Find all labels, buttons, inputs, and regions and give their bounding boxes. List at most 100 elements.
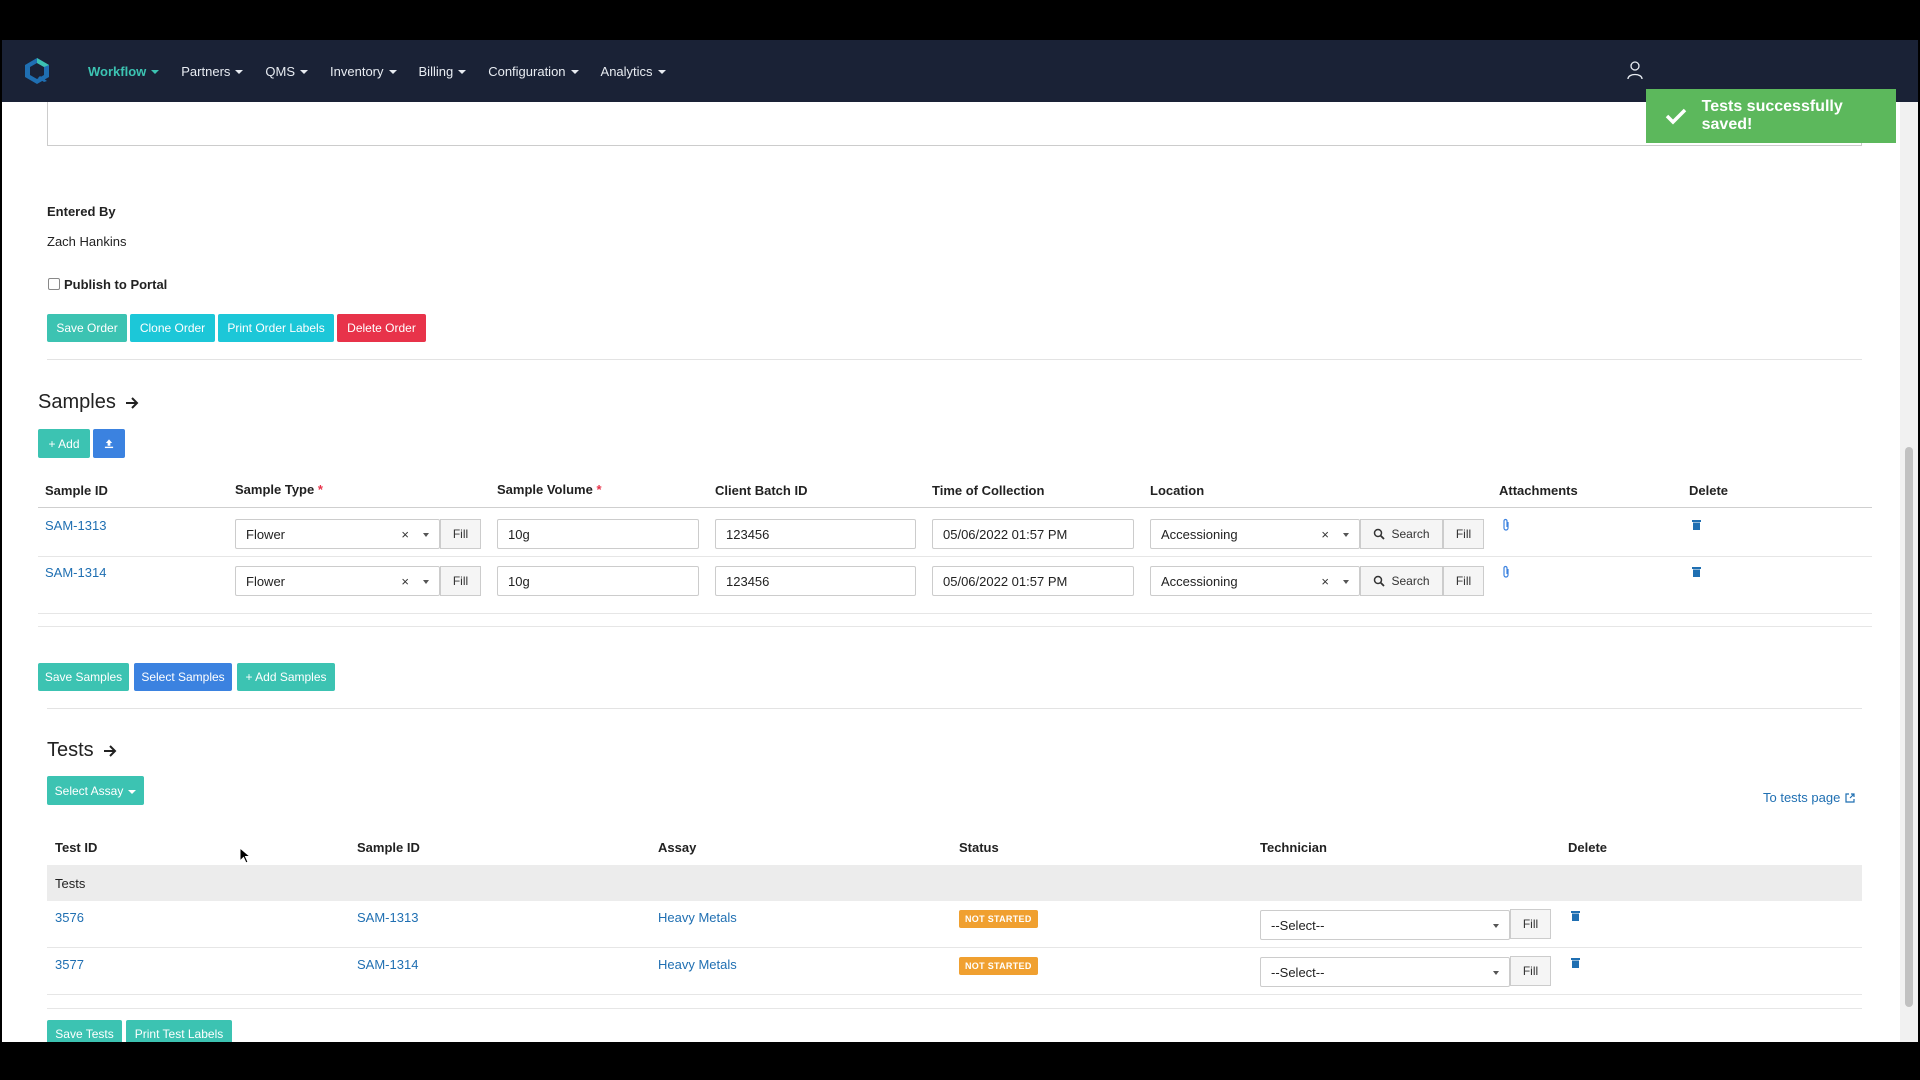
time-of-collection-input[interactable]: 05/06/2022 01:57 PM xyxy=(932,566,1134,596)
sample-type-select[interactable]: Flower × xyxy=(235,519,440,549)
nav-menu: Workflow Partners QMS Inventory Billing … xyxy=(88,40,666,102)
sample-volume-input[interactable]: 10g xyxy=(497,566,699,596)
location-search-button[interactable]: Search xyxy=(1360,566,1443,596)
nav-item-configuration[interactable]: Configuration xyxy=(488,64,579,79)
col-sample-type: Sample Type * xyxy=(235,482,323,497)
assay-link[interactable]: Heavy Metals xyxy=(658,910,737,925)
trash-icon[interactable] xyxy=(1692,567,1701,577)
technician-select[interactable]: --Select-- xyxy=(1260,910,1510,940)
save-order-button[interactable]: Save Order xyxy=(47,314,127,342)
entered-by-label: Entered By xyxy=(47,204,116,219)
clone-order-button[interactable]: Clone Order xyxy=(130,314,215,342)
col-sample-volume: Sample Volume * xyxy=(497,482,602,497)
samples-section-title[interactable]: Samples xyxy=(38,391,140,414)
fill-button[interactable]: Fill xyxy=(1443,566,1484,596)
caret-down-icon xyxy=(657,70,666,74)
tests-section-title[interactable]: Tests xyxy=(47,739,118,762)
fill-button[interactable]: Fill xyxy=(1510,956,1551,986)
select-assay-dropdown[interactable]: Select Assay xyxy=(47,776,144,805)
test-id-link[interactable]: 3577 xyxy=(55,957,84,972)
tests-group-row: Tests xyxy=(47,865,1862,901)
user-icon[interactable] xyxy=(1626,60,1644,80)
nav-label: Workflow xyxy=(88,63,147,79)
paperclip-icon[interactable] xyxy=(1502,565,1510,578)
success-toast[interactable]: Tests successfully saved! xyxy=(1646,89,1896,143)
required-mark: * xyxy=(317,482,323,497)
nav-label: QMS xyxy=(265,63,296,79)
arrow-right-icon xyxy=(125,396,139,409)
app-logo-icon[interactable] xyxy=(22,56,52,86)
nav-item-inventory[interactable]: Inventory xyxy=(330,64,397,79)
select-value: Accessioning xyxy=(1161,573,1238,589)
technician-select[interactable]: --Select-- xyxy=(1260,957,1510,987)
nav-item-qms[interactable]: QMS xyxy=(265,63,309,79)
sample-id-link[interactable]: SAM-1314 xyxy=(357,957,419,972)
sample-id-link[interactable]: SAM-1314 xyxy=(45,565,107,580)
publish-to-portal-checkbox[interactable] xyxy=(48,278,60,290)
select-value: Flower xyxy=(246,573,286,589)
caret-down-icon xyxy=(151,70,160,74)
location-select[interactable]: Accessioning × xyxy=(1150,566,1360,596)
row-line xyxy=(38,556,1872,557)
fill-button[interactable]: Fill xyxy=(440,519,481,549)
print-test-labels-button[interactable]: Print Test Labels xyxy=(126,1020,232,1042)
delete-order-button[interactable]: Delete Order xyxy=(337,314,426,342)
upload-button[interactable] xyxy=(93,429,125,458)
dropdown-arrow-icon xyxy=(423,533,429,537)
col-label: Sample Volume xyxy=(497,482,593,497)
to-tests-page-link[interactable]: To tests page xyxy=(1763,790,1855,805)
divider xyxy=(47,708,1862,709)
location-search-button[interactable]: Search xyxy=(1360,519,1443,549)
sample-type-select[interactable]: Flower × xyxy=(235,566,440,596)
notes-textarea[interactable] xyxy=(47,102,1862,146)
publish-to-portal-label: Publish to Portal xyxy=(64,277,168,292)
trash-icon[interactable] xyxy=(1571,958,1580,968)
nav-item-analytics[interactable]: Analytics xyxy=(601,64,666,79)
fill-button[interactable]: Fill xyxy=(440,566,481,596)
assay-link[interactable]: Heavy Metals xyxy=(658,957,737,972)
select-samples-button[interactable]: Select Samples xyxy=(134,663,232,691)
time-of-collection-input[interactable]: 05/06/2022 01:57 PM xyxy=(932,519,1134,549)
search-label: Search xyxy=(1391,574,1430,588)
clear-icon[interactable]: × xyxy=(1321,527,1329,542)
arrow-right-icon xyxy=(103,744,117,757)
vertical-scrollbar[interactable] xyxy=(1900,102,1918,1042)
nav-item-billing[interactable]: Billing xyxy=(419,64,467,79)
test-id-link[interactable]: 3576 xyxy=(55,910,84,925)
print-order-labels-button[interactable]: Print Order Labels xyxy=(218,314,334,342)
sample-id-link[interactable]: SAM-1313 xyxy=(357,910,419,925)
clear-icon[interactable]: × xyxy=(1321,574,1329,589)
col-delete: Delete xyxy=(1689,483,1729,498)
header-line xyxy=(38,507,1872,508)
save-tests-button[interactable]: Save Tests xyxy=(47,1020,122,1042)
trash-icon[interactable] xyxy=(1692,520,1701,530)
fill-button[interactable]: Fill xyxy=(1443,519,1484,549)
entered-by-value: Zach Hankins xyxy=(47,234,127,249)
client-batch-id-input[interactable]: 123456 xyxy=(715,519,916,549)
check-icon xyxy=(1656,96,1696,136)
add-sample-button[interactable]: + Add xyxy=(38,429,90,458)
sample-volume-input[interactable]: 10g xyxy=(497,519,699,549)
fill-button[interactable]: Fill xyxy=(1510,909,1551,939)
trash-icon[interactable] xyxy=(1571,911,1580,921)
save-samples-button[interactable]: Save Samples xyxy=(38,663,129,691)
location-select[interactable]: Accessioning × xyxy=(1150,519,1360,549)
clear-icon[interactable]: × xyxy=(401,574,409,589)
sample-id-link[interactable]: SAM-1313 xyxy=(45,518,107,533)
select-value: Accessioning xyxy=(1161,526,1238,542)
paperclip-icon[interactable] xyxy=(1502,518,1510,531)
toast-message: Tests successfully saved! xyxy=(1701,98,1843,133)
add-samples-button[interactable]: + Add Samples xyxy=(237,663,335,691)
tests-title-text: Tests xyxy=(47,739,94,761)
caret-down-icon xyxy=(388,70,397,74)
nav-item-partners[interactable]: Partners xyxy=(181,64,244,79)
client-batch-id-input[interactable]: 123456 xyxy=(715,566,916,596)
nav-item-workflow[interactable]: Workflow xyxy=(88,63,160,79)
col-sample-id: Sample ID xyxy=(45,483,108,498)
nav-label: Billing xyxy=(418,63,454,79)
required-mark: * xyxy=(596,482,602,497)
col-assay: Assay xyxy=(658,840,697,855)
clear-icon[interactable]: × xyxy=(401,527,409,542)
scrollbar-thumb[interactable] xyxy=(1905,447,1913,1007)
